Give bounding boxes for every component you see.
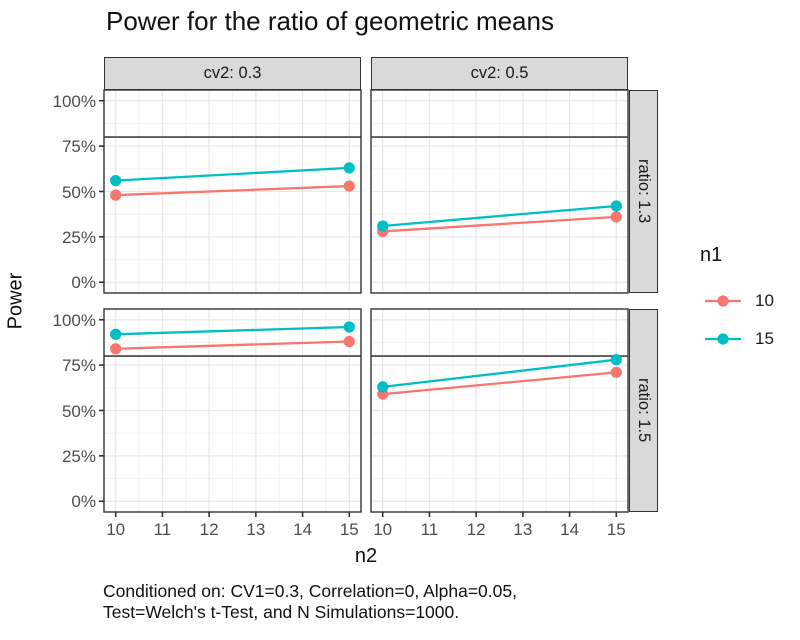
y-tick-label: 25% [61, 227, 96, 247]
data-point-n1-10 [343, 335, 355, 348]
x-tick-label: 13 [513, 520, 533, 539]
data-point-n1-15 [610, 354, 622, 366]
data-point-n1-15 [343, 162, 355, 174]
series-line-n1-15 [115, 166, 350, 182]
facet-strip-col-1: cv2: 0.3 [104, 57, 361, 90]
series-line-n1-15 [115, 325, 350, 336]
y-tick-label: 50% [61, 401, 96, 421]
series-line-n1-10 [382, 371, 617, 396]
legend-item-15-label: 15 [755, 329, 774, 348]
facet-strip-row-2: ratio: 1.5 [629, 309, 658, 512]
facet-strip-col-1-label: cv2: 0.3 [203, 64, 262, 82]
facet-strip-row-1-label: ratio: 1.3 [635, 159, 653, 224]
data-point-n1-10 [343, 180, 355, 192]
x-tick-label: 10 [106, 520, 126, 539]
facet-strip-col-2-label: cv2: 0.5 [470, 64, 529, 82]
y-axis-title: Power [4, 272, 27, 330]
y-tick-label: 0% [71, 492, 96, 512]
data-point-n1-15 [343, 321, 355, 333]
data-point-n1-10 [610, 211, 622, 223]
x-tick-label: 14 [293, 520, 313, 539]
legend-title: n1 [700, 244, 723, 266]
data-point-n1-15 [377, 220, 389, 232]
x-tick-label: 15 [606, 520, 626, 539]
series-line-n1-15 [382, 204, 617, 228]
y-tick-label: 50% [61, 182, 96, 202]
legend-key-line-dot-icon [705, 295, 741, 307]
x-tick-label: 12 [199, 520, 219, 539]
data-point-n1-15 [110, 175, 122, 187]
x-tick-label: 11 [153, 520, 172, 539]
series-line-n1-10 [115, 184, 350, 197]
legend-item-10-label: 10 [755, 291, 774, 310]
x-tick-label: 14 [560, 520, 580, 539]
caption-line-2: Test=Welch's t-Test, and N Simulations=1… [103, 602, 460, 622]
series-line-n1-10 [382, 215, 617, 233]
data-point-n1-10 [110, 343, 122, 355]
facet-panel-border [370, 308, 629, 513]
data-point-n1-15 [110, 328, 122, 340]
x-axis-title: n2 [354, 545, 378, 567]
plot-title: Power for the ratio of geometric means [106, 6, 554, 36]
legend-key-line-dot-icon [705, 333, 741, 345]
y-tick-label: 75% [61, 137, 96, 157]
data-point-n1-10 [610, 366, 622, 378]
y-tick-label: 75% [61, 356, 96, 376]
legend-item-10: 10 [703, 291, 774, 310]
data-point-n1-15 [377, 381, 389, 393]
y-tick-label: 25% [61, 446, 96, 466]
facet-panel-border [370, 89, 629, 294]
y-tick-label: 0% [71, 273, 96, 293]
facet-strip-col-2: cv2: 0.5 [371, 57, 628, 90]
y-tick-label: 100% [52, 91, 96, 111]
series-line-n1-15 [382, 358, 617, 389]
facet-strip-row-1: ratio: 1.3 [629, 90, 658, 293]
data-point-n1-15 [610, 200, 622, 212]
x-tick-label: 10 [373, 520, 393, 539]
y-tick-label: 100% [52, 310, 96, 330]
legend-item-15: 15 [703, 329, 774, 348]
facet-strip-row-2-label: ratio: 1.5 [635, 378, 653, 443]
x-tick-label: 13 [246, 520, 266, 539]
x-tick-label: 11 [420, 520, 439, 539]
data-point-n1-10 [110, 189, 122, 201]
caption-line-1: Conditioned on: CV1=0.3, Correlation=0, … [103, 581, 517, 601]
series-line-n1-10 [115, 340, 350, 350]
x-tick-label: 12 [466, 520, 486, 539]
x-tick-label: 15 [339, 520, 359, 539]
